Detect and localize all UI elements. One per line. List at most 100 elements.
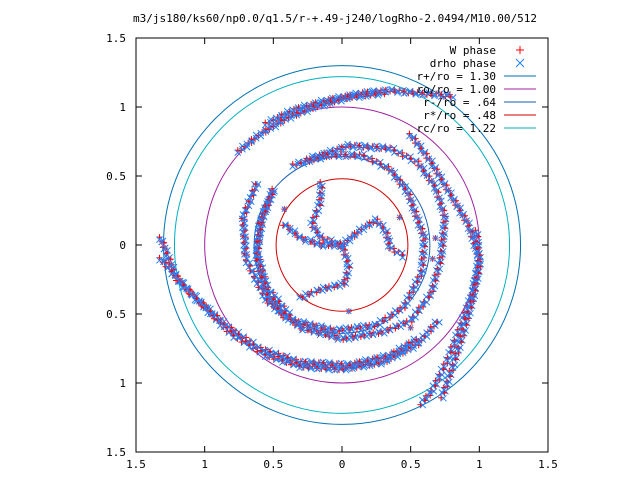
- drho-phase-point: [306, 322, 314, 330]
- drho-phase-point: [241, 215, 248, 223]
- drho-phase-point: [254, 181, 262, 188]
- drho-phase-point: [259, 207, 267, 215]
- drho-phase-point: [265, 199, 273, 207]
- chart-title: m3/js180/ks60/np0.0/q1.5/r-+.49-j240/log…: [133, 12, 537, 25]
- drho-phase-point: [439, 250, 446, 258]
- drho-phase-point: [416, 216, 423, 223]
- drho-phase-point: [373, 356, 381, 364]
- drho-phase-point: [422, 233, 430, 240]
- drho-phase-point: [289, 163, 297, 170]
- drho-phase-point: [369, 330, 377, 338]
- drho-phase-point: [460, 321, 468, 328]
- drho-phase-point: [344, 95, 351, 103]
- drho-phase-point: [442, 215, 450, 223]
- drho-phase-point: [437, 242, 445, 249]
- drho-phase-point: [429, 276, 437, 284]
- drho-phase-point: [335, 325, 343, 333]
- drho-phase-point: [339, 333, 347, 341]
- x-tick-label: 0: [339, 458, 346, 471]
- drho-phase-point: [465, 303, 473, 311]
- drho-phase-point: [449, 94, 457, 101]
- circle-rc: [173, 76, 511, 414]
- drho-phase-point: [287, 115, 295, 122]
- drho-phase-point: [438, 197, 445, 205]
- drho-phase-point: [308, 358, 315, 365]
- drho-phase-point: [385, 352, 393, 359]
- drho-phase-point: [314, 359, 321, 367]
- drho-phase-point: [400, 343, 408, 350]
- drho-phase-point: [459, 211, 466, 219]
- drho-phase-point: [400, 90, 408, 97]
- drho-phase-point: [360, 154, 368, 162]
- drho-phase-point: [425, 89, 433, 97]
- drho-phase-point: [284, 357, 292, 365]
- drho-phase-point: [375, 90, 383, 97]
- drho-phase-point: [330, 281, 338, 289]
- drho-phase-point: [349, 93, 357, 101]
- drho-phase-point: [272, 349, 280, 357]
- drho-phase-point: [304, 108, 311, 116]
- drho-phase-point: [444, 372, 452, 380]
- drho-phase-point: [440, 233, 448, 240]
- drho-phase-point: [304, 105, 312, 113]
- drho-phase-point: [344, 272, 351, 280]
- drho-phase-point: [254, 262, 262, 270]
- drho-phase-point: [287, 112, 295, 120]
- drho-phase-point: [431, 165, 439, 173]
- drho-phase-point: [243, 251, 251, 258]
- drho-phase-point: [431, 91, 439, 99]
- drho-phase-point: [310, 329, 318, 336]
- drho-phase-point: [361, 141, 369, 149]
- drho-phase-point: [466, 228, 474, 235]
- drho-phase-point: [332, 361, 339, 368]
- drho-phase-point: [417, 261, 425, 269]
- drho-phase-point: [282, 314, 289, 322]
- drho-phase-point: [427, 326, 435, 333]
- drho-phase-point: [418, 231, 426, 239]
- drho-phase-point: [420, 252, 428, 259]
- drho-phase-point: [324, 326, 331, 334]
- drho-phase-point: [259, 279, 267, 287]
- drho-phase-point: [307, 236, 315, 243]
- drho-phase-point: [357, 331, 365, 338]
- drho-phase-point: [411, 308, 419, 316]
- drho-phase-point: [451, 340, 458, 347]
- drho-phase-point: [301, 294, 309, 302]
- drho-phase-point: [348, 151, 355, 159]
- circle-r: [162, 65, 522, 425]
- drho-phase-point: [432, 235, 439, 241]
- legend-label: rc/ro = 1.22: [417, 122, 496, 135]
- legend-label: r*/ro = .48: [423, 109, 496, 122]
- drho-phase-point: [343, 263, 351, 271]
- drho-phase-point: [395, 344, 403, 352]
- drho-phase-point: [439, 224, 446, 232]
- drho-phase-point: [281, 206, 288, 212]
- drho-phase-point: [396, 149, 404, 156]
- drho-phase-point: [460, 329, 468, 337]
- drho-phase-point: [300, 158, 308, 166]
- drho-phase-point: [250, 276, 258, 283]
- y-tick-label: 0: [119, 239, 126, 252]
- drho-phase-point: [473, 251, 481, 259]
- drho-phase-point: [318, 192, 326, 200]
- drho-phase-point: [313, 286, 321, 294]
- legend-label: r+/ro = 1.30: [417, 70, 496, 83]
- drho-phase-point: [371, 158, 379, 166]
- drho-phase-point: [404, 190, 412, 198]
- drho-phase-point: [436, 374, 443, 381]
- drho-phase-point: [267, 352, 275, 360]
- drho-phase-point: [296, 294, 303, 301]
- drho-phase-point: [416, 224, 424, 232]
- y-tick-label: 1.5: [106, 446, 126, 459]
- drho-phase-point: [401, 153, 409, 161]
- drho-phase-point: [367, 143, 375, 151]
- x-tick-label: 1.5: [126, 458, 146, 471]
- drho-phase-point: [438, 173, 446, 180]
- drho-phase-point: [360, 223, 368, 231]
- drho-phase-point: [327, 100, 334, 108]
- drho-phase-point: [421, 149, 428, 157]
- drho-phase-point: [477, 260, 484, 268]
- drho-phase-point: [302, 360, 309, 368]
- legend-cross-marker: [515, 58, 525, 68]
- drho-phase-point: [260, 347, 268, 354]
